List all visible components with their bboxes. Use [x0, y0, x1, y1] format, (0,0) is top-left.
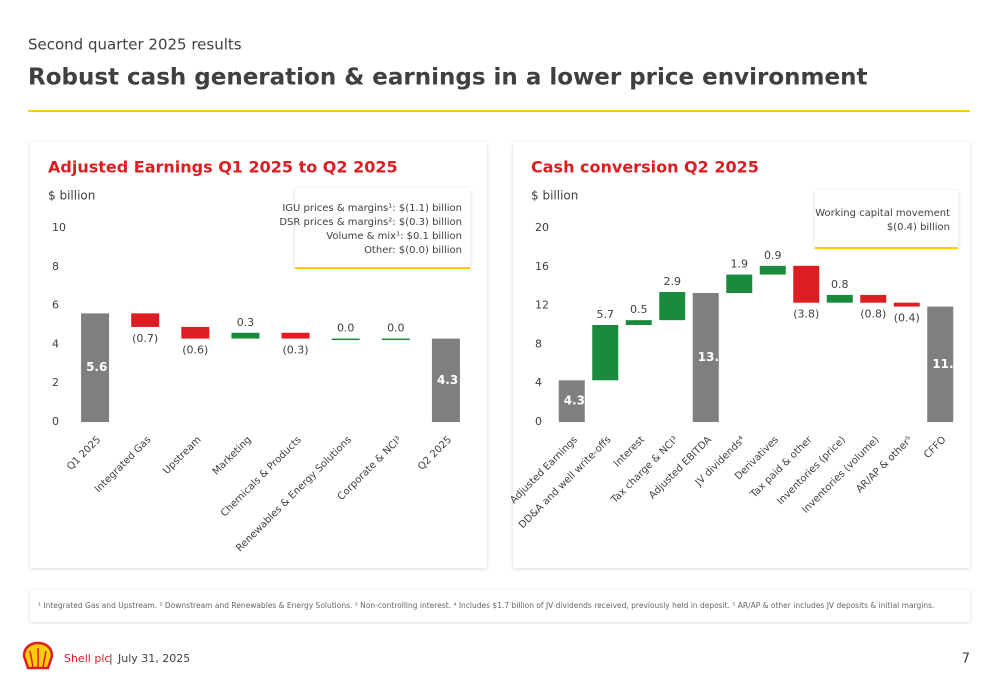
value-label: 0.0 [387, 322, 405, 335]
annotation-line: IGU prices & margins¹: $(1.1) billion [282, 203, 462, 214]
bar [759, 265, 786, 275]
value-label: 0.3 [237, 316, 255, 329]
bar [793, 265, 820, 303]
title: Robust cash generation & earnings in a l… [28, 65, 867, 91]
y-tick-label: 8 [52, 260, 59, 273]
bar [893, 302, 920, 307]
total-label: 4.3 [437, 373, 458, 387]
page-number: 7 [962, 652, 970, 667]
annotation-line: $(0.4) billion [887, 222, 950, 233]
footer-date: July 31, 2025 [117, 652, 190, 665]
footer-separator: | [109, 652, 113, 665]
chart-title: Cash conversion Q2 2025 [531, 158, 759, 177]
y-tick-label: 0 [535, 415, 542, 428]
annotation-line: Volume & mix¹: $0.1 billion [326, 231, 462, 242]
bar [659, 292, 686, 321]
bar [592, 325, 619, 381]
bar [381, 338, 410, 341]
y-axis-label: $ billion [531, 189, 578, 203]
footer-company: Shell plc [64, 652, 110, 665]
annotation-line: Other: $(0.0) billion [364, 245, 462, 256]
bar [692, 292, 719, 422]
bar [81, 313, 110, 422]
y-tick-label: 4 [52, 337, 59, 350]
y-tick-label: 20 [535, 221, 549, 234]
value-label: 5.7 [597, 308, 615, 321]
y-tick-label: 12 [535, 299, 549, 312]
bar [131, 313, 160, 327]
y-tick-label: 6 [52, 299, 59, 312]
value-label: (0.8) [860, 308, 886, 321]
total-label: 4.3 [564, 394, 585, 408]
y-tick-label: 16 [535, 260, 549, 273]
y-tick-label: 2 [52, 376, 59, 389]
shell-logo [22, 641, 54, 670]
y-tick-label: 10 [52, 221, 66, 234]
subtitle: Second quarter 2025 results [28, 36, 242, 54]
y-tick-label: 4 [535, 376, 542, 389]
bar [625, 320, 652, 325]
total-label: 13.3 [698, 350, 728, 364]
y-tick-label: 0 [52, 415, 59, 428]
y-axis-label: $ billion [48, 189, 95, 203]
y-tick-label: 8 [535, 337, 542, 350]
value-label: 0.5 [630, 303, 648, 316]
footnote-panel [30, 590, 970, 622]
bar [927, 306, 954, 422]
value-label: 0.0 [337, 322, 355, 335]
bar [231, 332, 260, 339]
value-label: 1.9 [731, 258, 749, 271]
bar [558, 380, 585, 422]
total-label: 5.6 [86, 360, 107, 374]
value-label: (0.4) [894, 312, 920, 325]
bar [181, 326, 210, 339]
annotation-box [815, 190, 958, 248]
value-label: 0.8 [831, 278, 849, 291]
annotation-line: Working capital movement [815, 208, 950, 219]
value-label: (0.6) [182, 344, 208, 357]
footnote: ¹ Integrated Gas and Upstream. ² Downstr… [38, 601, 934, 610]
value-label: (3.8) [793, 308, 819, 321]
total-label: 11.9 [932, 357, 962, 371]
value-label: (0.7) [132, 332, 158, 345]
bar [860, 294, 887, 303]
chart-title: Adjusted Earnings Q1 2025 to Q2 2025 [48, 158, 398, 177]
bar [281, 332, 310, 339]
annotation-box [295, 188, 470, 268]
value-label: (0.3) [283, 344, 309, 357]
bar [826, 294, 853, 303]
annotation-line: DSR prices & margins²: $(0.3) billion [279, 217, 462, 228]
bar [331, 338, 360, 341]
value-label: 2.9 [664, 275, 682, 288]
bar [726, 274, 753, 293]
bar [431, 338, 460, 422]
value-label: 0.9 [764, 249, 782, 262]
